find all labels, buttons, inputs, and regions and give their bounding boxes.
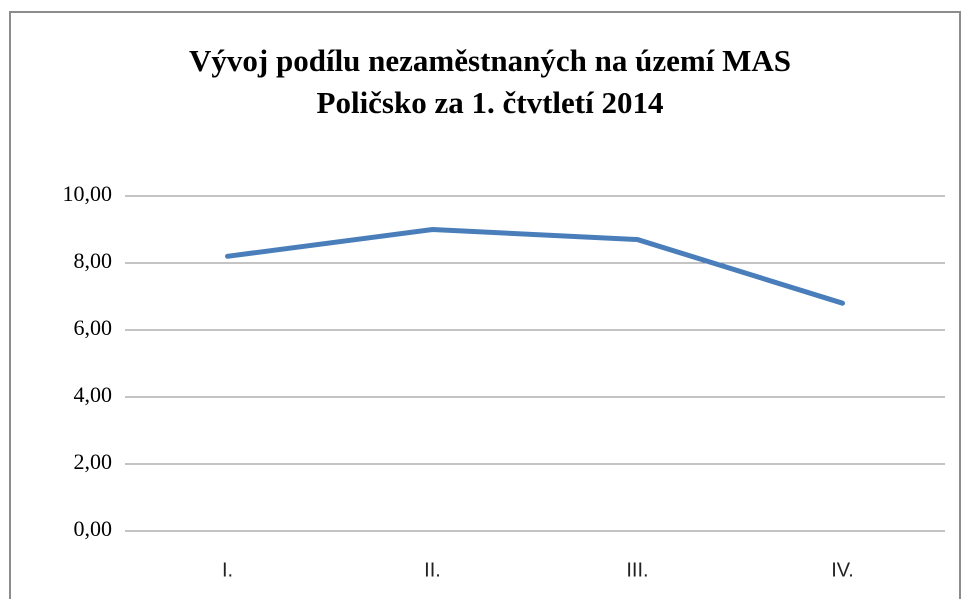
y-tick-label: 6,00	[74, 315, 113, 340]
x-tick-label: I.	[222, 559, 233, 581]
y-tick-label: 8,00	[74, 248, 113, 273]
y-tick-label: 10,00	[63, 181, 113, 206]
y-tick-label: 0,00	[74, 516, 113, 541]
y-tick-label: 4,00	[74, 382, 113, 407]
chart-border	[9, 11, 961, 599]
chart-title: Vývoj podílu nezaměstnaných na území MAS…	[189, 43, 791, 120]
x-tick-label: IV.	[831, 559, 854, 581]
data-line	[225, 227, 845, 306]
x-tick-label: III.	[626, 559, 648, 581]
y-tick-label: 2,00	[74, 449, 113, 474]
x-tick-label: II.	[424, 559, 441, 581]
